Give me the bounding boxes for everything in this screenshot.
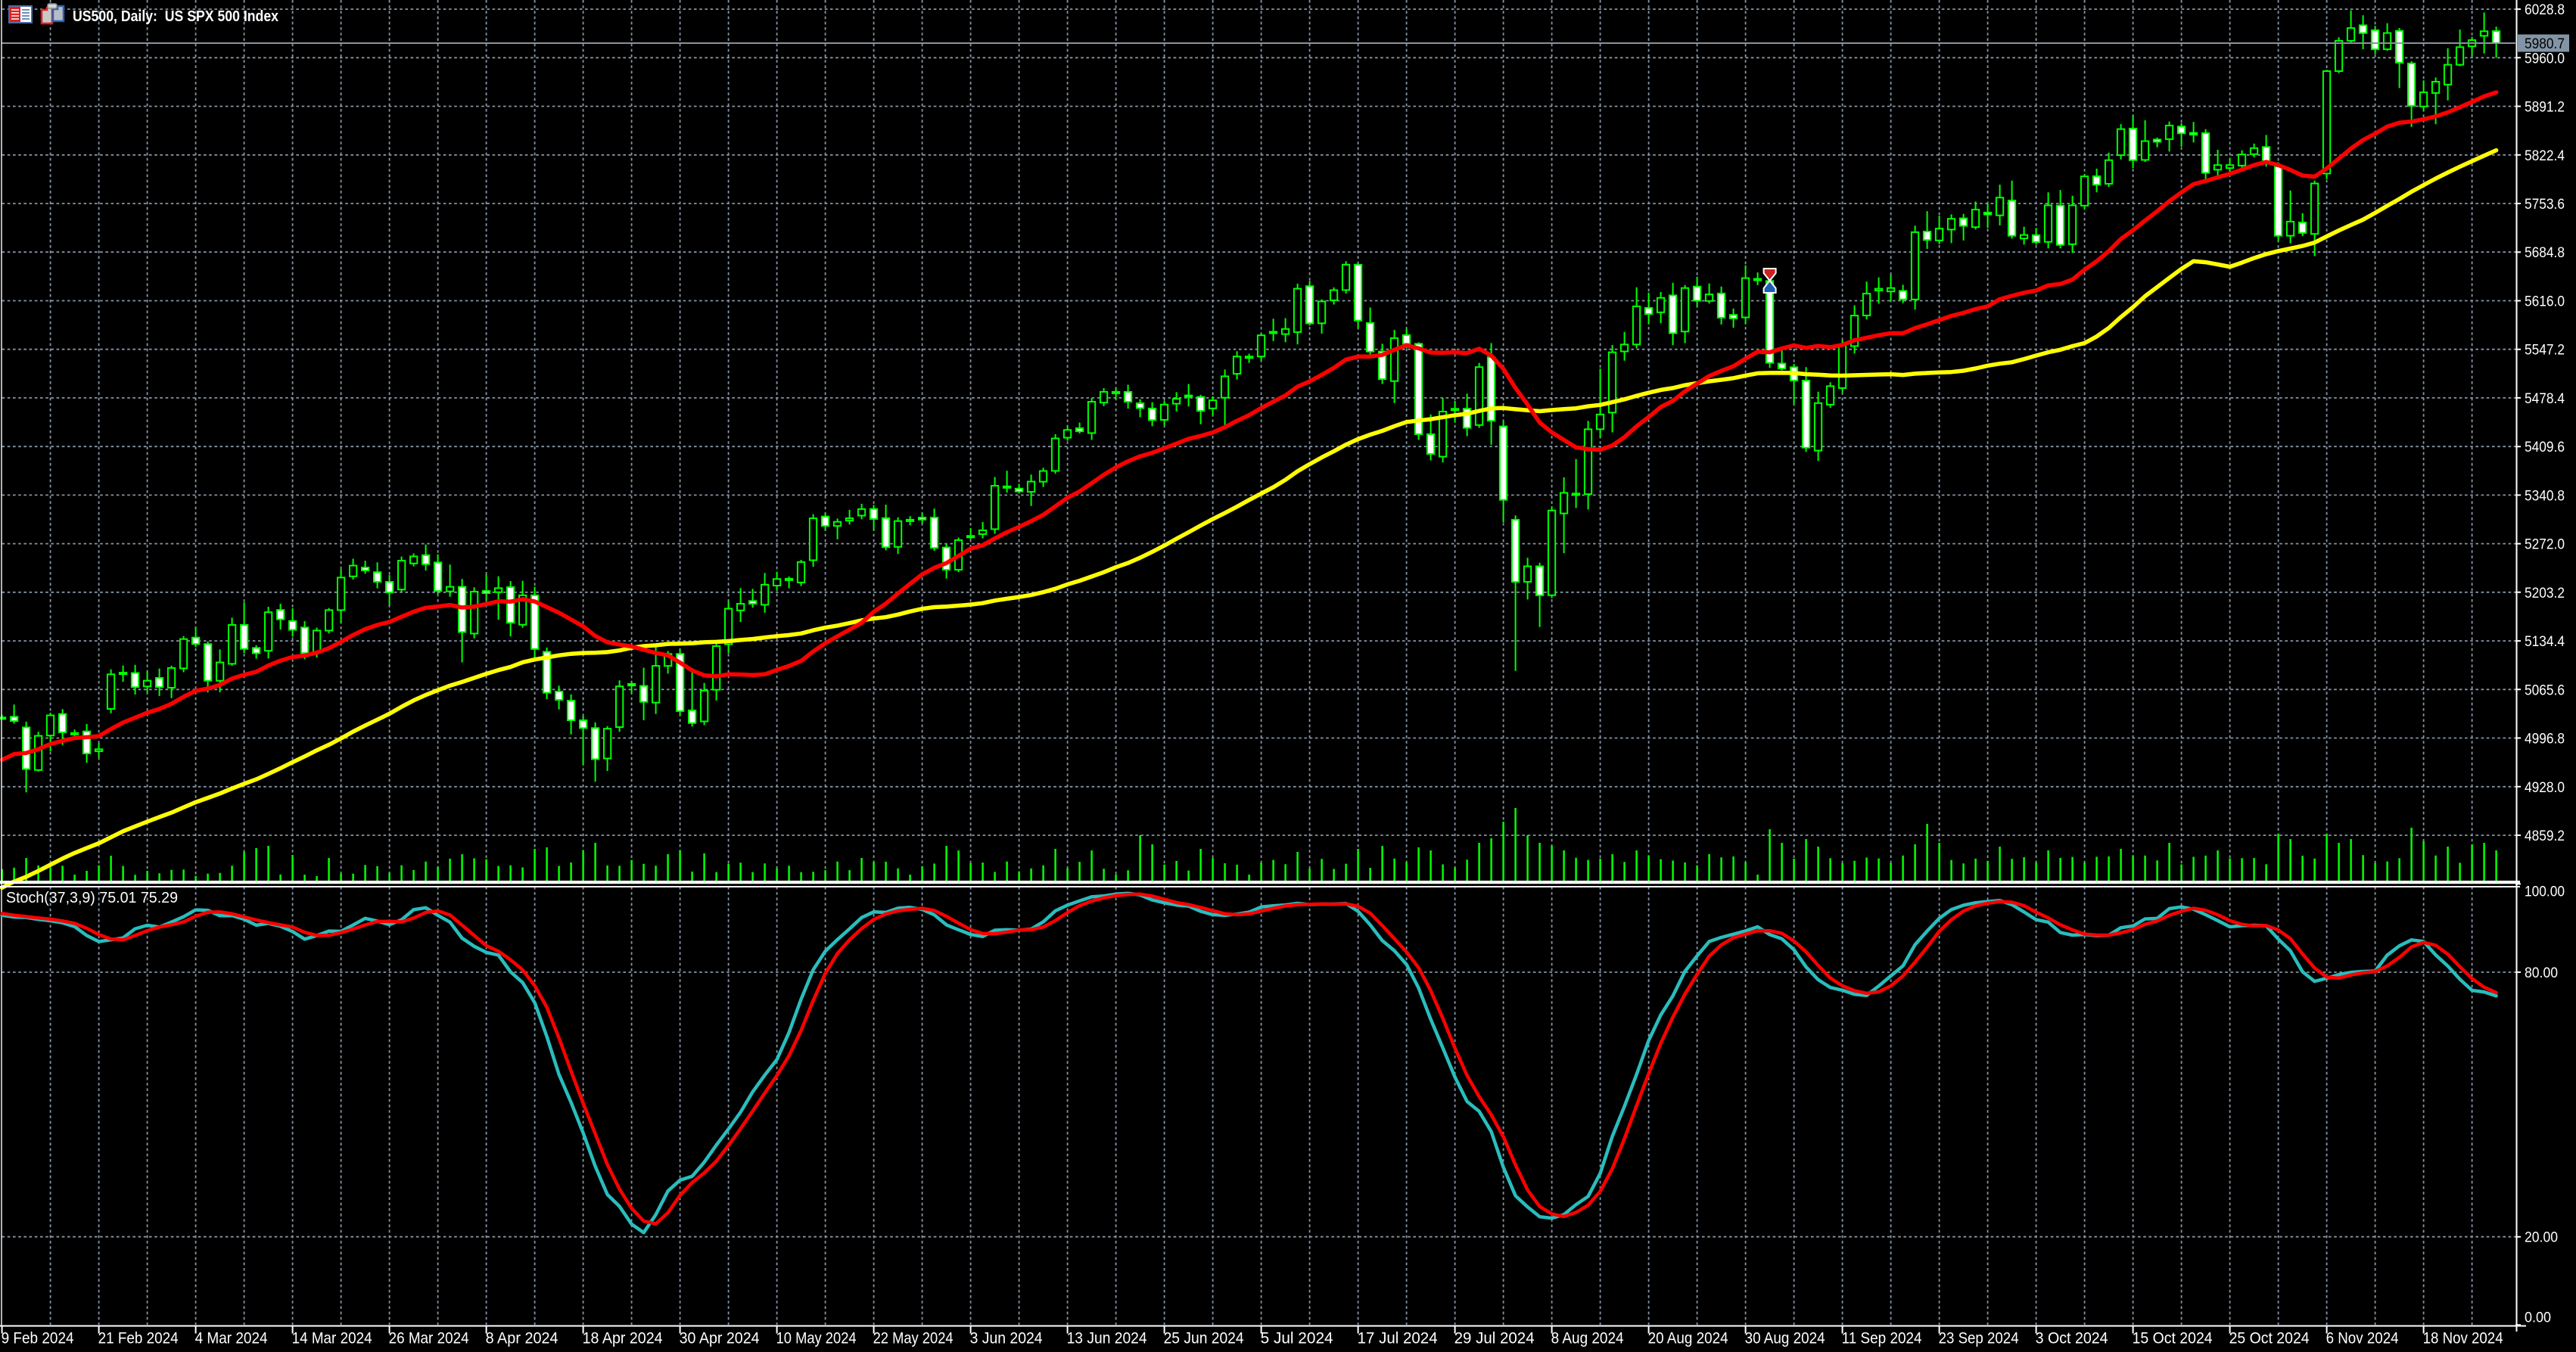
svg-text:29 Jul 2024: 29 Jul 2024 (1454, 1330, 1535, 1347)
svg-text:4928.0: 4928.0 (2525, 780, 2565, 796)
svg-text:8 Aug 2024: 8 Aug 2024 (1551, 1330, 1624, 1347)
svg-text:0.00: 0.00 (2525, 1310, 2551, 1326)
svg-text:20.00: 20.00 (2525, 1230, 2558, 1246)
svg-text:3 Jun 2024: 3 Jun 2024 (970, 1330, 1043, 1347)
svg-text:4859.2: 4859.2 (2525, 828, 2565, 844)
svg-text:21 Feb 2024: 21 Feb 2024 (98, 1330, 179, 1347)
svg-text:5478.4: 5478.4 (2525, 391, 2565, 407)
svg-text:13 Jun 2024: 13 Jun 2024 (1067, 1330, 1147, 1347)
svg-text:8 Apr 2024: 8 Apr 2024 (486, 1330, 558, 1347)
svg-text:5065.6: 5065.6 (2525, 682, 2565, 698)
svg-text:5203.2: 5203.2 (2525, 586, 2565, 601)
svg-text:100.00: 100.00 (2525, 884, 2565, 900)
svg-text:5547.2: 5547.2 (2525, 343, 2565, 359)
svg-text:5134.4: 5134.4 (2525, 634, 2565, 650)
svg-text:18 Apr 2024: 18 Apr 2024 (583, 1330, 663, 1347)
svg-text:17 Jul 2024: 17 Jul 2024 (1358, 1330, 1438, 1347)
svg-text:22 May 2024: 22 May 2024 (873, 1330, 954, 1347)
svg-text:25 Jun 2024: 25 Jun 2024 (1164, 1330, 1244, 1347)
svg-text:14 Mar 2024: 14 Mar 2024 (292, 1330, 372, 1347)
svg-text:Stoch(37,3,9) 75.01 75.29: Stoch(37,3,9) 75.01 75.29 (6, 890, 178, 906)
svg-text:5960.0: 5960.0 (2525, 51, 2565, 67)
svg-text:5 Jul 2024: 5 Jul 2024 (1261, 1330, 1333, 1347)
svg-text:5753.6: 5753.6 (2525, 197, 2565, 213)
svg-text:30 Aug 2024: 30 Aug 2024 (1745, 1330, 1825, 1347)
svg-text:4 Mar 2024: 4 Mar 2024 (195, 1330, 268, 1347)
svg-text:5891.2: 5891.2 (2525, 100, 2565, 116)
svg-text:4996.8: 4996.8 (2525, 732, 2565, 747)
svg-text:5980.7: 5980.7 (2525, 36, 2565, 52)
svg-text:23 Sep 2024: 23 Sep 2024 (1939, 1330, 2019, 1347)
svg-text:15 Oct 2024: 15 Oct 2024 (2133, 1330, 2213, 1347)
svg-text:5409.6: 5409.6 (2525, 440, 2565, 455)
svg-text:30 Apr 2024: 30 Apr 2024 (680, 1330, 760, 1347)
svg-text:11 Sep 2024: 11 Sep 2024 (1842, 1330, 1922, 1347)
svg-text:6 Nov 2024: 6 Nov 2024 (2326, 1330, 2399, 1347)
svg-text:US500, Daily: US SPX 500 Inde: US500, Daily: US SPX 500 Index (73, 8, 278, 25)
svg-text:5684.8: 5684.8 (2525, 245, 2565, 261)
svg-text:9 Feb 2024: 9 Feb 2024 (2, 1330, 74, 1347)
svg-text:20 Aug 2024: 20 Aug 2024 (1648, 1330, 1728, 1347)
svg-text:6028.8: 6028.8 (2525, 2, 2565, 18)
svg-text:5822.4: 5822.4 (2525, 148, 2565, 164)
svg-text:5272.0: 5272.0 (2525, 537, 2565, 553)
svg-text:18 Nov 2024: 18 Nov 2024 (2423, 1330, 2503, 1347)
svg-text:80.00: 80.00 (2525, 965, 2558, 981)
svg-text:26 Mar 2024: 26 Mar 2024 (389, 1330, 469, 1347)
svg-text:5616.0: 5616.0 (2525, 294, 2565, 310)
svg-text:25 Oct 2024: 25 Oct 2024 (2229, 1330, 2310, 1347)
svg-text:5340.8: 5340.8 (2525, 488, 2565, 504)
svg-text:10 May 2024: 10 May 2024 (776, 1330, 857, 1347)
svg-text:3 Oct 2024: 3 Oct 2024 (2036, 1330, 2108, 1347)
